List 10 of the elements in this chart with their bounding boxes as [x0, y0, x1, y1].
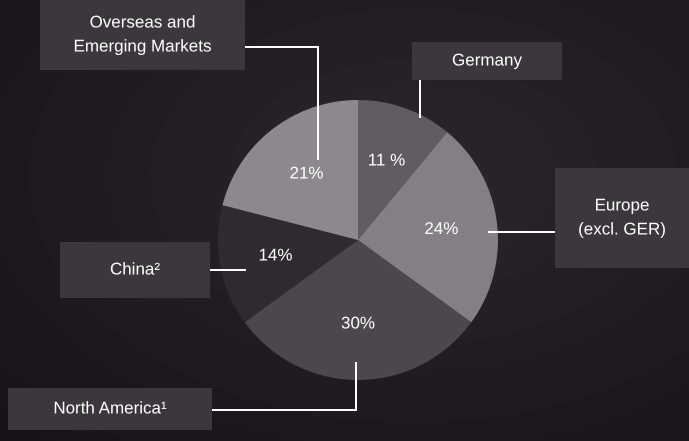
slice-label: Overseas and Emerging Markets	[74, 12, 212, 56]
slice-label: China²	[110, 260, 160, 279]
data-label: 24%	[424, 219, 458, 238]
slice-label: Germany	[452, 50, 522, 70]
data-label: 11 %	[368, 150, 406, 170]
data-label: 30%	[340, 314, 376, 333]
data-label: 21%	[290, 163, 324, 182]
slice-label: North America¹	[53, 398, 168, 418]
data-label: 14%	[258, 245, 293, 264]
slice-label: Europe (excl. GER)	[578, 196, 666, 239]
